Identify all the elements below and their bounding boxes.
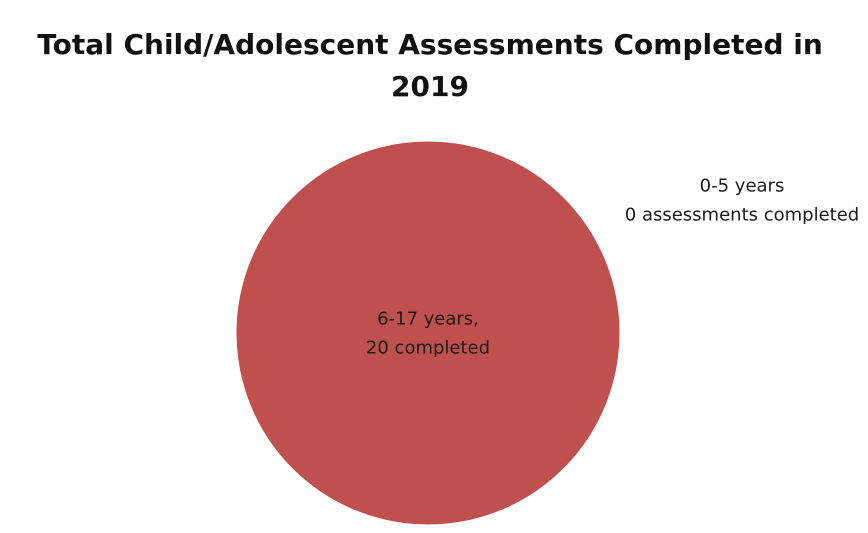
slice-label-0-5-years: 0-5 years 0 assessments completed [625,176,859,226]
slice-label-6-17-years: 6-17 years, 20 completed [366,309,490,359]
slice-label-line: 20 completed [366,338,490,359]
chart-title: Total Child/Adolescent Assessments Compl… [37,28,823,103]
pie-slice-6-17-years [235,140,621,526]
slice-label-line: 0-5 years [700,176,785,197]
slice-label-line: 6-17 years, [377,309,479,330]
slice-label-line: 0 assessments completed [625,205,859,226]
